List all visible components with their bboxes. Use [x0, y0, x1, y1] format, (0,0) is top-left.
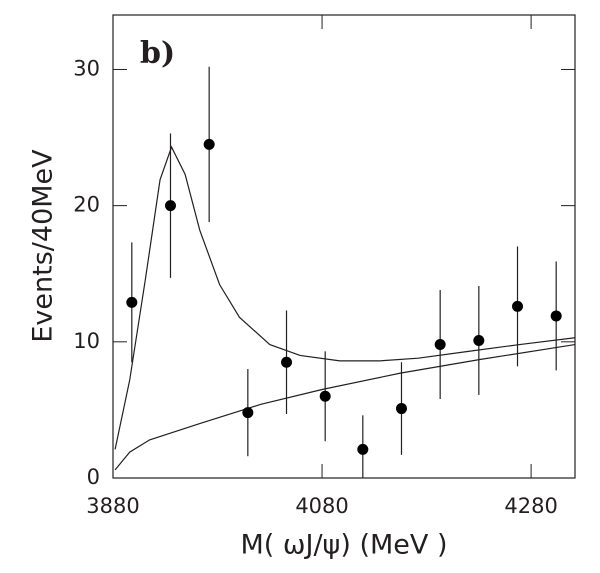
data-point	[357, 443, 369, 455]
y-tick-label: 0	[87, 465, 100, 489]
data-point	[281, 356, 293, 368]
plot-frame	[112, 14, 576, 479]
data-point	[319, 390, 331, 402]
data-point	[395, 403, 407, 415]
data-point	[126, 296, 138, 308]
data-point	[164, 200, 176, 212]
fit-curve	[114, 343, 575, 471]
fit-curve	[114, 145, 575, 450]
data-point	[242, 407, 254, 419]
plot-area	[114, 66, 575, 478]
y-tick-label: 10	[73, 329, 100, 353]
y-tick-label: 20	[73, 193, 100, 217]
y-tick-label: 30	[73, 56, 100, 80]
data-point	[473, 334, 485, 346]
x-axis-label: M( ωJ/ψ) (MeV )	[240, 530, 447, 561]
data-point	[550, 310, 562, 322]
data-point	[512, 300, 524, 312]
data-point	[434, 339, 446, 351]
x-tick-label: 4280	[504, 494, 557, 518]
data-point	[203, 138, 215, 150]
x-tick-label: 4080	[295, 494, 348, 518]
y-axis-label: Events/40MeV	[28, 149, 59, 343]
x-tick-label: 3880	[86, 494, 139, 518]
annotation: b)	[140, 36, 175, 71]
